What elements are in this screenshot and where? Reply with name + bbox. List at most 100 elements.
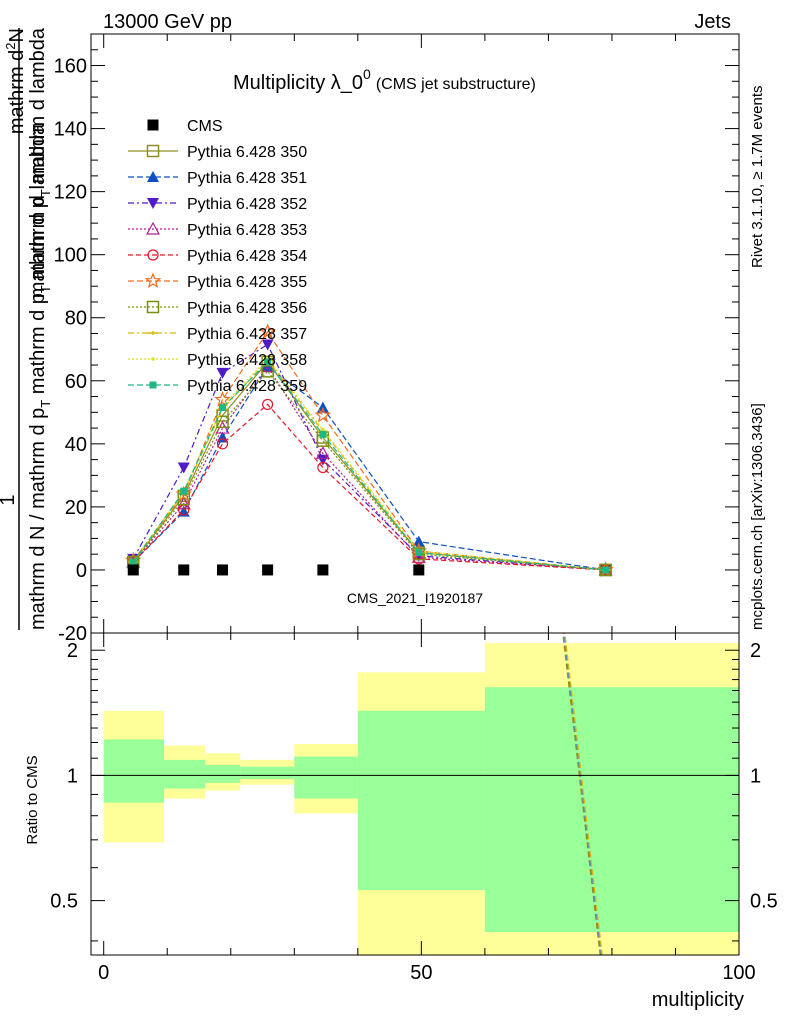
green-uncertainty-band <box>240 766 295 780</box>
green-uncertainty-band <box>294 756 358 799</box>
ratio-frame <box>90 632 740 956</box>
legend-marker <box>147 171 159 182</box>
y-label-numerator-bottom: mathrm d pT mathrm d lambda <box>27 27 53 298</box>
legend-marker <box>149 381 157 389</box>
chart-title-subtitle: (CMS jet substructure) <box>376 76 536 93</box>
main-y-tick-label: 60 <box>65 371 87 393</box>
data-point <box>262 398 274 411</box>
legend-entry: Pythia 6.428 357 <box>187 326 307 343</box>
data-point <box>259 323 276 339</box>
legend-entry: CMS <box>187 118 223 135</box>
data-point <box>262 564 274 576</box>
ratio-y-tick-label: 2 <box>67 640 78 662</box>
data-point <box>180 487 188 495</box>
y-label-one: 1 <box>0 494 19 505</box>
legend-marker <box>145 221 161 235</box>
ratio-y-tick-label-right: 1 <box>750 765 761 787</box>
data-point <box>261 339 274 351</box>
x-tick-label: 100 <box>722 962 755 984</box>
legend-marker <box>147 198 159 209</box>
data-point <box>216 367 229 379</box>
chart-title-superscript: 0 <box>363 66 371 82</box>
data-point <box>413 564 425 576</box>
legend-entry: Pythia 6.428 353 <box>187 222 307 239</box>
header-left-label: 13000 GeV pp <box>103 11 232 33</box>
legend-marker <box>147 249 159 261</box>
legend-marker <box>147 119 159 131</box>
ratio-curve <box>562 633 601 955</box>
main-plot-panel: -20 0 20 40 60 80 100 120 140 160 CMS_2021_I192018… <box>54 33 740 645</box>
data-point <box>175 485 193 502</box>
header-right-label: Jets <box>694 11 731 33</box>
legend-entry: Pythia 6.428 356 <box>187 300 307 317</box>
watermark-label: CMS_2021_I1920187 <box>347 590 483 606</box>
series-line <box>132 365 606 571</box>
ratio-curve <box>564 633 603 955</box>
legend-entry: Pythia 6.428 355 <box>187 274 307 291</box>
ratio-plot-panel: 0.5 0.5 1 1 2 2 0 50 100 <box>50 632 778 984</box>
main-y-tick-label: 160 <box>54 56 87 78</box>
main-y-tick-label: 20 <box>65 497 87 519</box>
legend-marker <box>146 300 160 314</box>
green-uncertainty-band <box>103 739 165 803</box>
data-point <box>219 404 227 412</box>
series-line <box>132 365 606 571</box>
green-uncertainty-band <box>164 759 206 789</box>
main-y-tick-label: 40 <box>65 434 87 456</box>
ratio-y-axis-label: Ratio to CMS <box>24 755 41 844</box>
series-group <box>124 323 614 577</box>
data-point <box>317 461 329 474</box>
data-point <box>412 535 425 547</box>
series-line <box>132 403 606 571</box>
data-point <box>412 547 426 561</box>
chart-title: Multiplicity λ_00 (CMS jet substructure) <box>233 66 536 94</box>
ratio-y-tick-label: 0.5 <box>50 891 78 913</box>
main-y-tick-label: 100 <box>54 245 87 267</box>
data-point <box>321 427 325 432</box>
green-uncertainty-band <box>205 764 241 783</box>
chart-title-main: Multiplicity λ_0 <box>233 72 363 94</box>
legend-entry: Pythia 6.428 354 <box>187 248 307 265</box>
data-point <box>214 391 231 407</box>
ratio-y-tick-label-right: 2 <box>750 640 761 662</box>
legend-entry: Pythia 6.428 358 <box>187 352 307 369</box>
data-point <box>314 406 332 423</box>
legend-entry: Pythia 6.428 352 <box>187 196 307 213</box>
y-label-numerator-top: mathrm d2N <box>3 28 28 134</box>
data-point <box>177 462 190 474</box>
data-point <box>315 446 330 459</box>
data-point <box>178 564 190 576</box>
data-point <box>602 566 610 574</box>
main-y-tick-label: 140 <box>54 119 87 141</box>
main-y-tick-label: 0 <box>76 560 87 582</box>
green-uncertainty-band <box>484 687 739 933</box>
data-point <box>217 564 229 576</box>
rivet-version-label: Rivet 3.1.10, ≥ 1.7M events <box>749 86 766 269</box>
data-point <box>415 549 423 557</box>
x-axis-label: multiplicity <box>652 989 744 1011</box>
legend-entry: Pythia 6.428 359 <box>187 378 307 395</box>
data-point <box>316 454 329 466</box>
legend-entry: Pythia 6.428 350 <box>187 144 307 161</box>
green-uncertainty-band <box>357 710 485 891</box>
ratio-y-tick-label: 1 <box>67 765 78 787</box>
ratio-y-tick-label-right: 0.5 <box>750 891 778 913</box>
legend: CMS Pythia 6.428 350 Pythia 6.428 351 Pythi… <box>128 118 307 395</box>
x-tick-label: 0 <box>98 962 109 984</box>
data-point <box>176 496 191 510</box>
data-point <box>411 550 426 563</box>
data-point <box>129 558 137 566</box>
data-point <box>216 438 229 450</box>
y-label-denominator: mathrm d N / mathrm d pT mathrm d pT mat… <box>27 123 53 630</box>
ratio-bands <box>103 633 739 955</box>
series-line <box>132 370 606 571</box>
legend-marker <box>144 272 162 289</box>
legend-entry: Pythia 6.428 351 <box>187 170 307 187</box>
main-y-tick-label: -20 <box>58 623 87 645</box>
data-point <box>264 358 272 366</box>
data-point <box>261 365 274 378</box>
ratio-curve <box>563 633 602 955</box>
